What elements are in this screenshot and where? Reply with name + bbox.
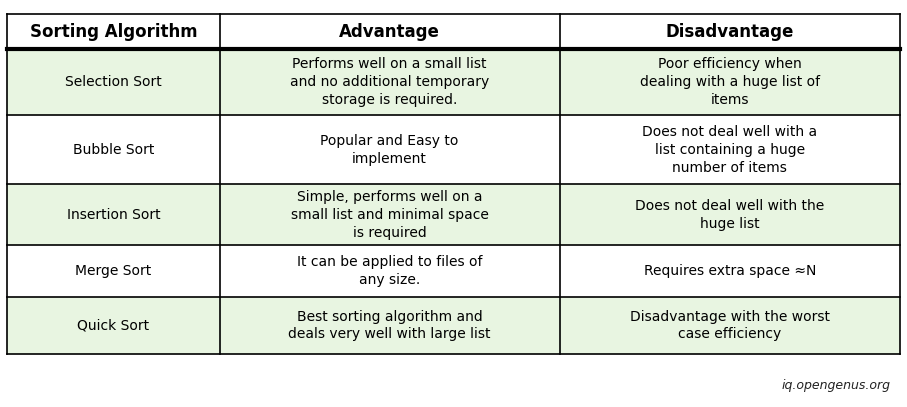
Bar — [7, 115, 219, 184]
Bar — [219, 245, 560, 297]
Bar — [219, 297, 560, 354]
Text: Merge Sort: Merge Sort — [75, 264, 151, 278]
Text: Selection Sort: Selection Sort — [65, 75, 161, 89]
Text: Quick Sort: Quick Sort — [77, 319, 150, 333]
Text: Disadvantage with the worst
case efficiency: Disadvantage with the worst case efficie… — [629, 310, 830, 341]
Text: Best sorting algorithm and
deals very well with large list: Best sorting algorithm and deals very we… — [288, 310, 491, 341]
Bar — [560, 297, 900, 354]
Text: Advantage: Advantage — [339, 23, 440, 41]
Bar — [7, 297, 219, 354]
Bar — [219, 49, 560, 115]
Text: Performs well on a small list
and no additional temporary
storage is required.: Performs well on a small list and no add… — [290, 57, 489, 107]
Text: iq.opengenus.org: iq.opengenus.org — [782, 379, 891, 392]
Text: It can be applied to files of
any size.: It can be applied to files of any size. — [297, 255, 483, 287]
Text: Sorting Algorithm: Sorting Algorithm — [30, 23, 198, 41]
Bar — [560, 245, 900, 297]
Text: Popular and Easy to
implement: Popular and Easy to implement — [320, 134, 459, 166]
Bar — [7, 184, 219, 245]
Text: Poor efficiency when
dealing with a huge list of
items: Poor efficiency when dealing with a huge… — [639, 57, 820, 107]
Bar — [219, 14, 560, 49]
Text: Insertion Sort: Insertion Sort — [66, 208, 161, 222]
Bar — [560, 115, 900, 184]
Bar — [560, 49, 900, 115]
Bar — [560, 14, 900, 49]
Text: Requires extra space ≈N: Requires extra space ≈N — [644, 264, 816, 278]
Bar — [7, 49, 219, 115]
Bar — [219, 184, 560, 245]
Bar — [7, 14, 219, 49]
Text: Does not deal well with a
list containing a huge
number of items: Does not deal well with a list containin… — [642, 125, 817, 175]
Text: Disadvantage: Disadvantage — [666, 23, 794, 41]
Text: Simple, performs well on a
small list and minimal space
is required: Simple, performs well on a small list an… — [291, 190, 489, 240]
Text: Does not deal well with the
huge list: Does not deal well with the huge list — [635, 199, 824, 231]
Text: Bubble Sort: Bubble Sort — [73, 143, 154, 157]
Bar — [219, 115, 560, 184]
Bar — [7, 245, 219, 297]
Bar — [560, 184, 900, 245]
